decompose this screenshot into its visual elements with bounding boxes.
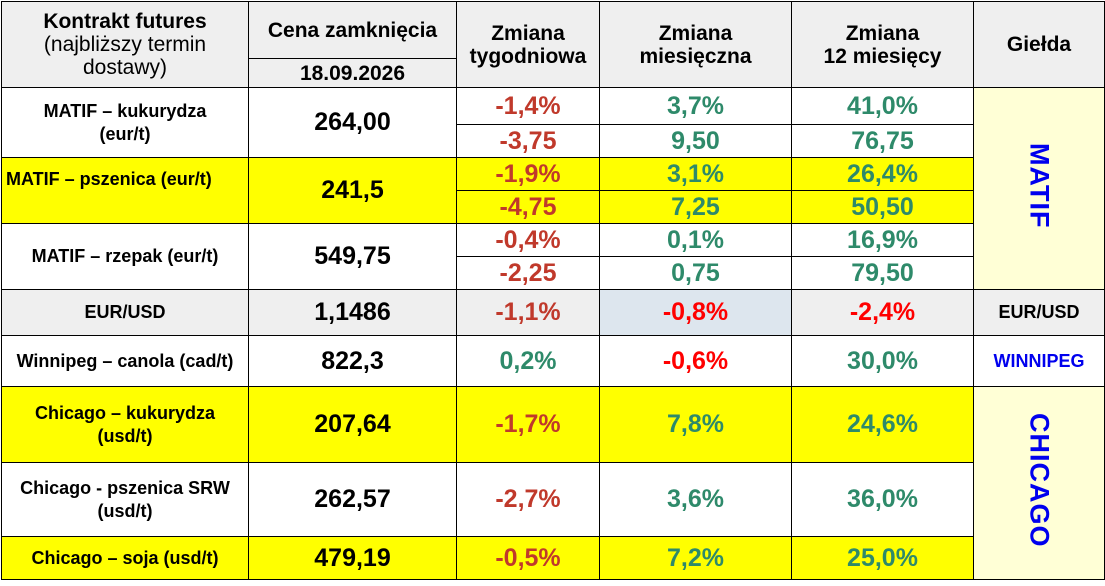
- month-abs-wheat-matif: 7,25: [599, 190, 792, 224]
- month-pct-corn-matif: 3,7%: [599, 87, 792, 125]
- month-pct-wheat-matif: 3,1%: [599, 157, 792, 191]
- month-abs-corn-matif: 9,50: [599, 124, 792, 158]
- month-soy-chicago: 7,2%: [599, 536, 792, 580]
- header-close-price: Cena zamknięcia: [248, 1, 457, 59]
- price-wheat-chicago: 262,57: [248, 462, 457, 537]
- header-yearly-line1: Zmiana: [845, 21, 920, 45]
- week-wheat-chicago: -2,7%: [456, 462, 600, 537]
- corn-matif-name2: (eur/t): [99, 123, 151, 144]
- week-abs-rapeseed-matif: -2,25: [456, 256, 600, 290]
- header-weekly: Zmiana tygodniowa: [456, 1, 600, 88]
- year-canola: 30,0%: [791, 335, 974, 387]
- exchange-winnipeg: WINNIPEG: [973, 335, 1105, 387]
- header-yearly-line2: 12 miesięcy: [823, 44, 942, 68]
- year-abs-wheat-matif: 50,50: [791, 190, 974, 224]
- year-eurusd: -2,4%: [791, 289, 974, 336]
- wheat-chicago-name2: (usd/t): [97, 500, 153, 521]
- header-date: 18.09.2026: [248, 58, 457, 88]
- month-pct-rapeseed-matif: 0,1%: [599, 223, 792, 257]
- year-corn-chicago: 24,6%: [791, 386, 974, 463]
- week-pct-rapeseed-matif: -0,4%: [456, 223, 600, 257]
- price-wheat-matif: 241,5: [248, 157, 457, 224]
- exchange-matif: MATIF: [973, 87, 1105, 290]
- exchange-eurusd: EUR/USD: [973, 289, 1105, 336]
- header-contract-sub1: (najbliższy termin: [43, 33, 207, 56]
- price-corn-matif: 264,00: [248, 87, 457, 158]
- week-pct-corn-matif: -1,4%: [456, 87, 600, 125]
- price-soy-chicago: 479,19: [248, 536, 457, 580]
- year-abs-rapeseed-matif: 79,50: [791, 256, 974, 290]
- year-abs-corn-matif: 76,75: [791, 124, 974, 158]
- year-soy-chicago: 25,0%: [791, 536, 974, 580]
- month-eurusd: -0,8%: [599, 289, 792, 336]
- header-contract-title: Kontrakt futures: [43, 10, 207, 33]
- header-monthly-line1: Zmiana: [658, 21, 733, 45]
- price-canola: 822,3: [248, 335, 457, 387]
- header-contract-sub2: dostawy): [82, 56, 168, 79]
- row-name-soy-chicago: Chicago – soja (usd/t): [1, 536, 249, 580]
- header-monthly-line2: miesięczna: [639, 44, 752, 68]
- header-exchange: Giełda: [973, 1, 1105, 88]
- header-yearly: Zmiana 12 miesięcy: [791, 1, 974, 88]
- exchange-chicago-label: CHICAGO: [1024, 413, 1055, 548]
- row-name-canola: Winnipeg – canola (cad/t): [1, 335, 249, 387]
- row-name-corn-matif: MATIF – kukurydza (eur/t): [1, 87, 249, 158]
- header-monthly: Zmiana miesięczna: [599, 1, 792, 88]
- price-eurusd: 1,1486: [248, 289, 457, 336]
- corn-chicago-name2: (usd/t): [97, 425, 153, 446]
- month-wheat-chicago: 3,6%: [599, 462, 792, 537]
- row-name-eurusd: EUR/USD: [1, 289, 249, 336]
- year-pct-rapeseed-matif: 16,9%: [791, 223, 974, 257]
- week-eurusd: -1,1%: [456, 289, 600, 336]
- week-abs-wheat-matif: -4,75: [456, 190, 600, 224]
- exchange-chicago: CHICAGO: [973, 386, 1105, 580]
- corn-chicago-name1: Chicago – kukurydza: [34, 402, 216, 423]
- month-abs-rapeseed-matif: 0,75: [599, 256, 792, 290]
- header-weekly-line1: Zmiana: [491, 21, 565, 45]
- row-name-wheat-matif: MATIF – pszenica (eur/t): [1, 157, 249, 224]
- week-canola: 0,2%: [456, 335, 600, 387]
- row-name-rapeseed-matif: MATIF – rzepak (eur/t): [1, 223, 249, 290]
- header-contract: Kontrakt futures (najbliższy termin dost…: [1, 1, 249, 88]
- month-canola: -0,6%: [599, 335, 792, 387]
- wheat-chicago-name1: Chicago - pszenica SRW: [20, 477, 230, 498]
- row-name-corn-chicago: Chicago – kukurydza (usd/t): [1, 386, 249, 463]
- week-abs-corn-matif: -3,75: [456, 124, 600, 158]
- week-corn-chicago: -1,7%: [456, 386, 600, 463]
- week-soy-chicago: -0,5%: [456, 536, 600, 580]
- price-corn-chicago: 207,64: [248, 386, 457, 463]
- week-pct-wheat-matif: -1,9%: [456, 157, 600, 191]
- year-pct-wheat-matif: 26,4%: [791, 157, 974, 191]
- month-corn-chicago: 7,8%: [599, 386, 792, 463]
- year-pct-corn-matif: 41,0%: [791, 87, 974, 125]
- row-name-wheat-chicago: Chicago - pszenica SRW (usd/t): [1, 462, 249, 537]
- price-rapeseed-matif: 549,75: [248, 223, 457, 290]
- exchange-matif-label: MATIF: [1024, 143, 1055, 229]
- corn-matif-name1: MATIF – kukurydza: [43, 100, 207, 121]
- header-weekly-line2: tygodniowa: [469, 44, 587, 68]
- year-wheat-chicago: 36,0%: [791, 462, 974, 537]
